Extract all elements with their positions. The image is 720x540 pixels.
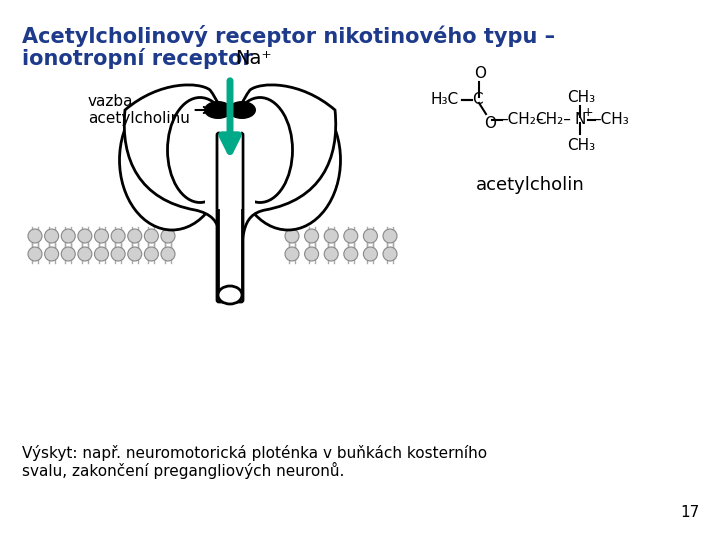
- Ellipse shape: [168, 98, 233, 202]
- Text: Na⁺: Na⁺: [235, 49, 271, 68]
- Text: ionotropní receptor: ionotropní receptor: [22, 48, 253, 69]
- FancyBboxPatch shape: [205, 115, 255, 210]
- Text: N: N: [575, 112, 586, 127]
- Circle shape: [285, 229, 299, 243]
- Text: O: O: [474, 66, 486, 82]
- Circle shape: [364, 247, 377, 261]
- Circle shape: [111, 229, 125, 243]
- Text: 17: 17: [680, 505, 700, 520]
- Circle shape: [45, 247, 58, 261]
- Circle shape: [61, 247, 76, 261]
- Circle shape: [28, 229, 42, 243]
- Circle shape: [127, 247, 142, 261]
- Circle shape: [111, 247, 125, 261]
- Circle shape: [94, 247, 109, 261]
- Text: CH₂–: CH₂–: [535, 112, 571, 127]
- Circle shape: [383, 229, 397, 243]
- Ellipse shape: [204, 101, 232, 119]
- Text: CH₃: CH₃: [567, 91, 595, 105]
- Text: C: C: [472, 92, 482, 107]
- Circle shape: [145, 229, 158, 243]
- Text: +: +: [583, 105, 593, 118]
- Ellipse shape: [235, 90, 341, 230]
- Text: Acetylcholinový receptor nikotinového typu –: Acetylcholinový receptor nikotinového ty…: [22, 25, 555, 47]
- Circle shape: [78, 229, 92, 243]
- Circle shape: [305, 229, 319, 243]
- Circle shape: [28, 247, 42, 261]
- Text: –CH₃: –CH₃: [593, 112, 629, 127]
- Ellipse shape: [228, 101, 256, 119]
- Circle shape: [78, 247, 92, 261]
- Text: H₃C: H₃C: [430, 92, 458, 107]
- Text: vazba
acetylcholinu: vazba acetylcholinu: [88, 94, 210, 126]
- Text: –CH₂–: –CH₂–: [500, 112, 544, 127]
- Circle shape: [344, 229, 358, 243]
- Circle shape: [324, 247, 338, 261]
- Circle shape: [127, 229, 142, 243]
- Circle shape: [94, 229, 109, 243]
- Circle shape: [364, 229, 377, 243]
- Text: Výskyt: např. neuromotorická ploténka v buňkách kosterního: Výskyt: např. neuromotorická ploténka v …: [22, 445, 487, 461]
- Circle shape: [45, 229, 58, 243]
- PathPatch shape: [125, 85, 336, 302]
- Circle shape: [161, 229, 175, 243]
- Circle shape: [61, 229, 76, 243]
- Circle shape: [161, 247, 175, 261]
- Text: CH₃: CH₃: [567, 138, 595, 153]
- Circle shape: [145, 247, 158, 261]
- Text: O: O: [484, 117, 496, 132]
- Circle shape: [383, 247, 397, 261]
- Circle shape: [305, 247, 319, 261]
- Text: svalu, zakončení pregangliových neuronů.: svalu, zakončení pregangliových neuronů.: [22, 462, 344, 479]
- Ellipse shape: [218, 286, 242, 304]
- Ellipse shape: [228, 98, 292, 202]
- Circle shape: [285, 247, 299, 261]
- Circle shape: [324, 229, 338, 243]
- Text: acetylcholin: acetylcholin: [476, 176, 585, 194]
- FancyBboxPatch shape: [217, 133, 243, 302]
- Polygon shape: [220, 110, 240, 295]
- Ellipse shape: [120, 90, 225, 230]
- Circle shape: [344, 247, 358, 261]
